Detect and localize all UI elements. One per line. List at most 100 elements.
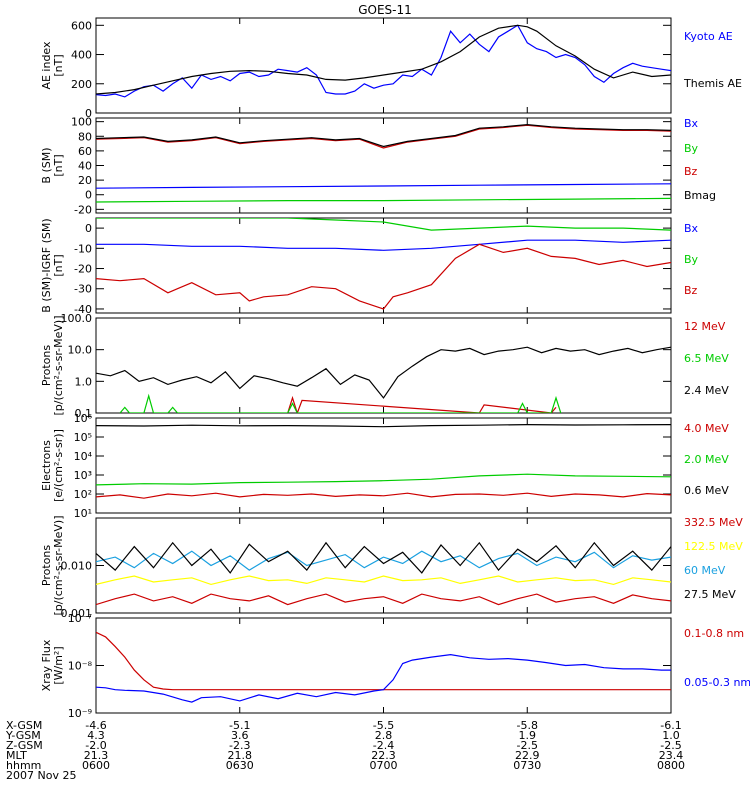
x-tick-label: 3.6 <box>231 729 249 742</box>
panel-protons_high: 0.001 0.010 Protons [p/(cm²-s-sr-MeV)] 332.5… <box>40 516 743 621</box>
series-line-protons_high-2 <box>96 550 671 571</box>
legend-label: 27.5 MeV <box>684 588 736 601</box>
legend-label: Kyoto AE <box>684 30 733 43</box>
y-axis-label: [nT] <box>52 54 65 76</box>
y-tick-label: 10⁻⁸ <box>68 660 93 673</box>
legend-label: 122.5 MeV <box>684 540 743 553</box>
y-tick-label: -40 <box>74 303 92 316</box>
x-tick-label: 2.8 <box>375 729 393 742</box>
x-tick-label: 0630 <box>226 759 254 772</box>
y-tick-label: 20 <box>78 174 92 187</box>
y-axis-label: Protons <box>40 345 53 386</box>
legend-label: 2.4 MeV <box>684 384 729 397</box>
x-tick-label: 0700 <box>370 759 398 772</box>
y-axis-label: Xray Flux <box>40 639 53 691</box>
x-tick-label: -2.5 <box>517 739 538 752</box>
legend-label: 332.5 MeV <box>684 516 743 529</box>
y-axis-label: [p/(cm²-s-sr-MeV)] <box>52 316 65 416</box>
y-tick-label: 40 <box>78 160 92 173</box>
series-line-protons_high-3 <box>96 541 671 574</box>
y-tick-label: 10⁵ <box>74 431 92 444</box>
legend-label: Themis AE <box>683 77 742 90</box>
panel-b_minus_igrf: -40 -30 -20 -10 0 B (SM)-IGRF (SM) [nT] Bx By Bz <box>40 217 699 316</box>
x-tick-label: -2.5 <box>660 739 681 752</box>
legend-label: Bz <box>684 284 698 297</box>
series-line-xray-1 <box>96 653 671 703</box>
series-line-electrons-2 <box>96 423 671 428</box>
x-tick-label: -2.4 <box>373 739 394 752</box>
legend-label: 0.05-0.3 nm <box>684 676 750 689</box>
x-tick-label: -5.8 <box>517 719 538 732</box>
series-line-b_minus_igrf-1 <box>96 218 671 231</box>
y-tick-label: 100 <box>71 116 92 129</box>
series-line-protons_low-0 <box>287 395 557 413</box>
y-axis-label: Electrons <box>40 440 53 491</box>
panel-frame <box>95 217 672 314</box>
y-tick-label: -10 <box>74 242 92 255</box>
x-tick-label: 22.3 <box>371 749 396 762</box>
series-line-b_sm-0 <box>96 183 671 189</box>
x-tick-label: -2.0 <box>85 739 106 752</box>
x-row-label: X-GSM <box>6 719 42 732</box>
y-axis-label: [p/(cm²-s-sr-MeV)] <box>52 516 65 616</box>
y-tick-label: 10⁻⁷ <box>68 612 92 625</box>
y-tick-label: 10³ <box>74 469 92 482</box>
legend-label: 0.1-0.8 nm <box>684 627 744 640</box>
x-tick-label: -5.5 <box>373 719 394 732</box>
legend-label: 6.5 MeV <box>684 352 729 365</box>
y-tick-label: 0 <box>85 189 92 202</box>
series-line-b_minus_igrf-2 <box>96 243 671 310</box>
series-line-protons_high-0 <box>96 593 671 606</box>
legend-label: Bx <box>684 222 699 235</box>
series-line-ae-0 <box>96 24 671 98</box>
x-tick-label: 4.3 <box>87 729 105 742</box>
panel-electrons: 10¹ 10² 10³ 10⁴ 10⁵ 10⁶ Electrons [e/(cm²-s-sr)… <box>40 412 729 520</box>
y-tick-label: 0.010 <box>61 560 93 573</box>
panel-protons_low: 0.1 1.0 10.0 100.0 Protons [p/(cm²-s-sr-MeV)]… <box>40 312 729 420</box>
legend-label: 12 MeV <box>684 320 726 333</box>
x-tick-label: 21.3 <box>84 749 109 762</box>
y-tick-label: 0 <box>85 222 92 235</box>
y-tick-label: 10.0 <box>68 344 93 357</box>
x-tick-label: 0800 <box>657 759 685 772</box>
y-tick-label: -20 <box>74 203 92 216</box>
series-line-b_sm-2 <box>96 124 671 149</box>
y-tick-label: 80 <box>78 130 92 143</box>
x-tick-label: 0600 <box>82 759 110 772</box>
panel-xray: 10⁻⁹ 10⁻⁸ 10⁻⁷ Xray Flux [W/m²] 0.1-0.8 nm 0.0… <box>40 612 750 720</box>
series-line-b_sm-3 <box>96 123 671 148</box>
y-tick-label: -20 <box>74 263 92 276</box>
legend-label: 0.6 MeV <box>684 484 729 497</box>
x-axis-table: X-GSM -4.6 -5.1 -5.5 -5.8 -6.1 Y-GSM 4.3 3.6 2.8 1… <box>5 719 685 782</box>
plot-title: GOES-11 <box>358 3 412 17</box>
panel-frame <box>95 617 672 714</box>
y-tick-label: 1.0 <box>75 375 93 388</box>
x-tick-label: -5.1 <box>229 719 250 732</box>
legend-label: By <box>684 142 699 155</box>
x-tick-label: -4.6 <box>85 719 106 732</box>
y-tick-label: 10⁴ <box>74 450 93 463</box>
x-tick-label: -6.1 <box>660 719 681 732</box>
series-line-ae-1 <box>96 24 671 95</box>
x-row-label: Z-GSM <box>6 739 43 752</box>
y-tick-label: 10⁻⁹ <box>68 707 92 720</box>
y-axis-label: [W/m²] <box>52 646 65 684</box>
x-tick-label: -2.3 <box>229 739 250 752</box>
y-tick-label: 0 <box>85 107 92 120</box>
y-tick-label: 0.001 <box>61 607 93 620</box>
x-tick-label: 0730 <box>513 759 541 772</box>
series-line-electrons-1 <box>96 473 671 486</box>
series-line-b_sm-1 <box>96 197 671 203</box>
y-axis-label: Protons <box>40 545 53 586</box>
y-tick-label: 600 <box>71 19 92 32</box>
x-tick-label: 21.8 <box>228 749 253 762</box>
panel-ae: 0 200 400 600 AE index [nT] Kyoto AE Themis AE <box>40 17 742 120</box>
y-axis-label: AE index <box>40 41 53 90</box>
y-axis-label: [nT] <box>52 154 65 176</box>
series-line-xray-0 <box>96 631 671 691</box>
y-tick-label: 100.0 <box>61 312 93 325</box>
x-row-label: hhmm <box>6 759 41 772</box>
series-line-electrons-0 <box>96 492 671 499</box>
